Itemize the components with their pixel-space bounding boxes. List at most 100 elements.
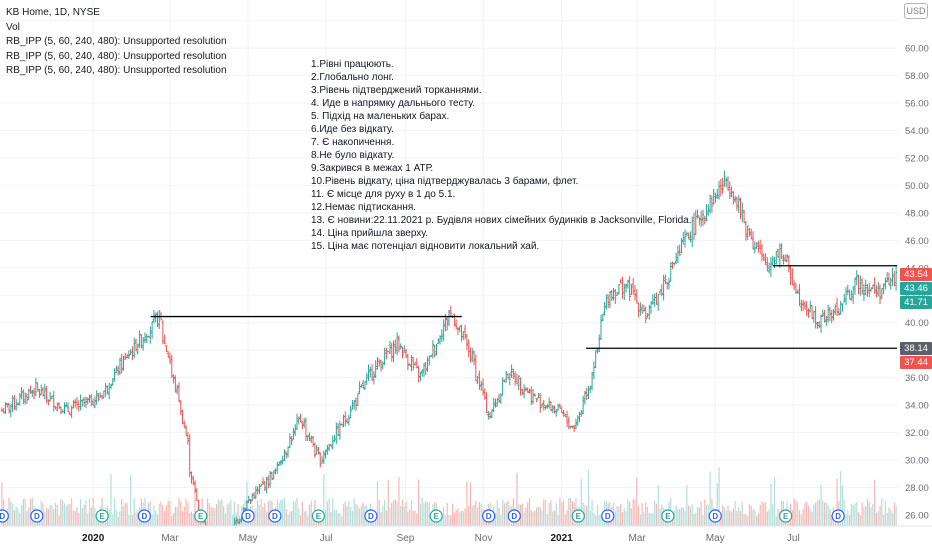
note-line: 2.Глобально лонг. — [311, 72, 394, 83]
volume-bar — [185, 499, 187, 526]
volume-bar — [63, 503, 66, 526]
volume-bar — [335, 509, 337, 526]
volume-bar — [62, 500, 64, 526]
volume-bar — [24, 498, 26, 526]
volume-bar — [326, 501, 328, 526]
price-tag: 43.54 — [900, 267, 932, 281]
volume-bar — [178, 498, 180, 526]
volume-bar — [401, 499, 404, 526]
volume-bar — [820, 484, 822, 526]
price-tick-label: 60.00 — [905, 44, 929, 55]
volume-bar — [775, 516, 777, 526]
volume-bar — [337, 513, 339, 526]
volume-bar — [208, 503, 210, 526]
volume-bar — [550, 500, 552, 526]
volume-bar — [695, 512, 697, 526]
volume-bar — [544, 499, 547, 526]
volume-bar — [503, 503, 506, 526]
volume-bar — [301, 501, 303, 526]
time-tick-label: Jul — [320, 533, 333, 544]
volume-bar — [181, 511, 184, 526]
volume-bar — [568, 498, 570, 526]
svg-text:E: E — [316, 512, 322, 521]
volume-bar — [305, 511, 307, 526]
price-tick-label: 56.00 — [905, 99, 929, 110]
note-line: 13. Є новини:22.11.2021 р. Будівля нових… — [311, 215, 692, 226]
volume-bar — [85, 500, 87, 526]
volume-bar — [648, 512, 650, 526]
volume-bar — [108, 509, 110, 526]
svg-text:D: D — [712, 512, 718, 521]
volume-bar — [589, 510, 591, 526]
volume-bar — [768, 509, 770, 526]
volume-bar — [457, 508, 459, 526]
volume-bar — [332, 498, 334, 526]
volume-bar — [350, 506, 352, 526]
volume-bar — [382, 505, 384, 526]
volume-bar — [124, 502, 126, 526]
volume-bar — [296, 497, 298, 526]
volume-bar — [126, 502, 128, 526]
volume-bar — [74, 510, 76, 526]
trade-notes[interactable]: 1.Рівні працюють. 2.Глобально лонг. 3.Рі… — [311, 58, 692, 253]
volume-bar — [816, 500, 819, 526]
volume-bar — [618, 506, 620, 526]
volume-bar — [267, 501, 269, 526]
volume-bar — [384, 499, 386, 526]
volume-bar — [849, 515, 851, 526]
volume-bar — [81, 508, 83, 526]
volume-bar — [825, 502, 827, 526]
volume-bar — [206, 498, 209, 526]
volume-bar — [507, 500, 509, 526]
dividend-icon: D — [507, 509, 521, 523]
volume-bar — [79, 499, 82, 526]
volume-bar — [856, 501, 858, 526]
indicator-label[interactable]: RB_IPP (5, 60, 240, 480): Unsupported re… — [6, 65, 227, 76]
volume-bar — [541, 510, 543, 526]
currency-badge[interactable]: USD — [904, 3, 928, 19]
volume-bar — [646, 507, 649, 526]
volume-bar — [641, 503, 643, 526]
volume-bar — [49, 505, 51, 526]
volume-bar — [616, 506, 618, 526]
volume-bar — [725, 510, 727, 526]
volume-bar — [739, 510, 742, 526]
note-line: 15. Ціна має потенціал відновити локальн… — [311, 241, 540, 252]
volume-bar — [806, 501, 808, 526]
svg-text:D: D — [0, 512, 5, 521]
volume-bar — [473, 504, 475, 526]
volume-bar — [655, 503, 658, 526]
indicator-label[interactable]: RB_IPP (5, 60, 240, 480): Unsupported re… — [6, 50, 227, 62]
volume-bar — [804, 503, 806, 526]
volume-bar — [155, 510, 157, 526]
volume-bar — [409, 509, 411, 526]
volume-bar — [843, 499, 845, 526]
volume-bar — [128, 514, 130, 526]
volume-bar — [748, 504, 751, 526]
svg-text:D: D — [141, 512, 147, 521]
volume-bar — [303, 511, 305, 526]
volume-bar — [421, 497, 423, 526]
indicator-label[interactable]: RB_IPP (5, 60, 240, 480): Unsupported re… — [6, 36, 227, 47]
volume-bar — [730, 511, 733, 526]
volume-bar — [450, 515, 452, 526]
symbol-title[interactable]: KB Home, 1D, NYSE — [6, 7, 100, 18]
volume-bar — [117, 516, 119, 526]
volume-bar — [722, 505, 724, 526]
price-tick-label: 26.00 — [905, 511, 929, 522]
volume-bar — [171, 515, 173, 526]
volume-bar — [210, 507, 212, 526]
volume-bar — [228, 502, 230, 526]
volume-bar — [76, 507, 78, 526]
volume-bar — [330, 511, 332, 526]
volume-bar — [187, 502, 189, 526]
volume-bar — [387, 479, 389, 526]
volume-bar — [403, 506, 405, 526]
volume-bar — [376, 481, 379, 526]
level-lines — [150, 265, 897, 349]
volume-label[interactable]: Vol — [6, 21, 20, 33]
volume-bar — [341, 516, 343, 526]
price-tick-label: 58.00 — [905, 71, 929, 82]
